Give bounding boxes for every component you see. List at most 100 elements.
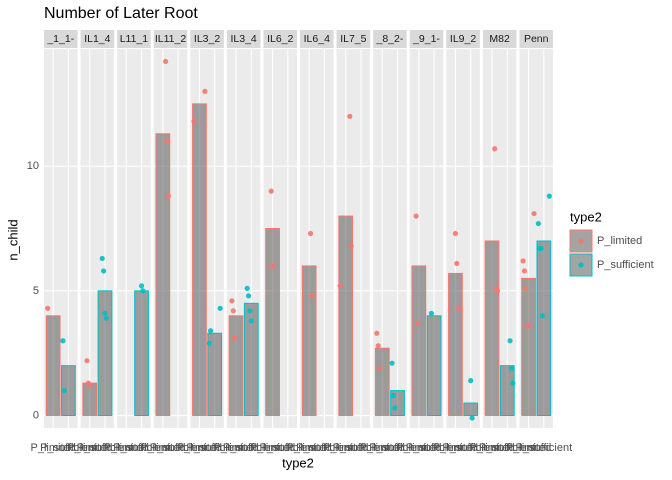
x-tick-label: P_limited [506, 442, 551, 454]
point [269, 263, 276, 269]
legend-label: P_limited [597, 235, 642, 247]
point [538, 245, 544, 252]
bar [45, 315, 61, 417]
x-tick-label: P_sufficient [40, 442, 97, 454]
strip-label: IL9_2 [450, 33, 476, 45]
point [374, 330, 380, 336]
strip-background [226, 30, 261, 48]
point [494, 288, 501, 294]
point [523, 285, 529, 291]
point [520, 258, 526, 264]
bar [61, 365, 76, 417]
point [307, 230, 314, 237]
y-tick-label: 0 [33, 409, 39, 421]
x-tick-label: P_limited [177, 442, 222, 454]
point [469, 415, 475, 421]
x-tick-label: P_limited [323, 442, 368, 454]
strip-background [409, 30, 444, 48]
point [247, 308, 253, 314]
legend-point [578, 262, 584, 268]
x-tick-label: P_limited [31, 442, 76, 454]
point [452, 230, 459, 237]
bar [207, 332, 223, 417]
x-tick-label: P_sufficient [406, 442, 463, 454]
strip-label: _8_2- [375, 33, 403, 45]
point [392, 405, 398, 411]
strip-background [300, 30, 334, 48]
point [165, 193, 171, 199]
point [138, 283, 145, 289]
point [389, 360, 395, 366]
bar [484, 240, 500, 417]
x-tick-label: P_sufficient [333, 442, 390, 454]
point [337, 283, 343, 289]
point [191, 118, 197, 124]
point [309, 293, 315, 299]
strip-label: M82 [489, 33, 510, 45]
point [163, 58, 169, 65]
bar [426, 315, 442, 417]
point [244, 285, 250, 291]
strip-label: IL7_5 [340, 33, 366, 45]
x-tick-label: P_limited [140, 442, 185, 454]
bar [338, 215, 354, 417]
x-tick-label: P_limited [67, 442, 112, 454]
point [428, 310, 434, 316]
y-axis-title: n_child [5, 219, 20, 260]
x-tick-label: P_limited [469, 442, 514, 454]
bar [521, 277, 536, 417]
x-tick-label: P_sufficient [479, 442, 536, 454]
strip-background [117, 30, 151, 48]
strip-background [482, 30, 517, 48]
point [84, 358, 90, 364]
strip-label: _1_1- [46, 33, 74, 45]
bar [243, 302, 259, 417]
point [164, 138, 170, 144]
bar [536, 240, 552, 417]
strip-background [373, 30, 407, 48]
x-axis-title: type2 [282, 455, 314, 470]
point [202, 88, 208, 94]
point [347, 113, 353, 119]
point [508, 365, 514, 371]
point [375, 343, 381, 349]
bar [155, 133, 171, 417]
point [521, 268, 528, 274]
x-tick-label: P_sufficient [442, 442, 499, 454]
x-tick-label: P_limited [104, 442, 149, 454]
strip-background [519, 30, 553, 48]
point [140, 288, 146, 294]
chart-title: Number of Later Root [44, 5, 198, 22]
point [390, 392, 397, 399]
point [454, 260, 460, 267]
point [248, 318, 254, 324]
strip-label: _9_1- [412, 33, 440, 45]
bar [374, 347, 390, 417]
point [492, 146, 498, 152]
point [230, 308, 236, 314]
point [102, 310, 108, 316]
point [348, 243, 354, 249]
x-tick-label: P_sufficient [186, 442, 243, 454]
y-tick-label: 10 [27, 160, 39, 172]
point [245, 293, 252, 299]
bar [192, 103, 207, 417]
x-tick-label: P_limited [287, 442, 332, 454]
x-tick-label: P_sufficient [296, 442, 353, 454]
strip-label: Penn [524, 33, 549, 45]
point [60, 338, 66, 344]
bar [411, 265, 427, 417]
strip-background [44, 30, 78, 48]
point [531, 210, 537, 217]
point [510, 380, 516, 386]
strip-label: IL6_2 [267, 33, 293, 45]
point [232, 335, 238, 341]
strip-label: IL3_2 [194, 33, 220, 45]
strip-background [263, 30, 297, 48]
point [229, 298, 235, 304]
point [268, 188, 274, 194]
bar [463, 402, 479, 417]
strip-background [446, 30, 480, 48]
x-tick-label: P_sufficient [150, 442, 207, 454]
